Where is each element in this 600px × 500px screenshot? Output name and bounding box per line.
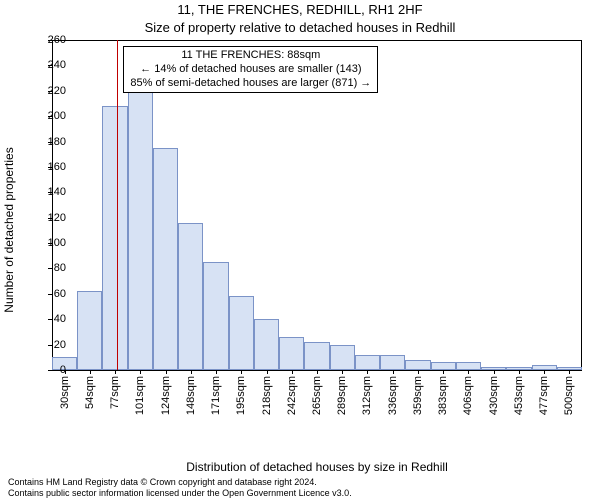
x-tick [443,370,444,374]
x-tick-label: 195sqm [235,376,247,426]
x-tick [494,370,495,374]
top-spine [52,40,582,41]
histogram-bar [304,342,329,370]
x-tick [317,370,318,374]
y-tick-label: 140 [34,186,66,198]
annotation-line1: 11 THE FRENCHES: 88sqm [130,49,371,63]
x-tick [418,370,419,374]
x-tick [519,370,520,374]
y-tick-label: 240 [34,59,66,71]
marker-line [117,40,118,370]
x-tick-label: 477sqm [538,376,550,426]
x-tick-label: 265sqm [311,376,323,426]
y-tick-label: 220 [34,85,66,97]
x-tick-label: 289sqm [336,376,348,426]
x-tick-label: 383sqm [437,376,449,426]
x-tick-label: 406sqm [462,376,474,426]
y-tick-label: 160 [34,161,66,173]
y-tick-label: 100 [34,237,66,249]
page-title: 11, THE FRENCHES, REDHILL, RH1 2HF [0,2,600,17]
y-tick-label: 120 [34,212,66,224]
y-tick-label: 60 [34,288,66,300]
x-tick [292,370,293,374]
histogram-bar [279,337,304,370]
histogram-bar [128,91,153,370]
histogram-bar [405,360,430,370]
right-spine [581,40,582,370]
histogram-bar [330,345,355,370]
x-tick-label: 218sqm [261,376,273,426]
x-tick [393,370,394,374]
y-tick-label: 20 [34,339,66,351]
x-tick [90,370,91,374]
chart-root: 11, THE FRENCHES, REDHILL, RH1 2HF Size … [0,0,600,500]
histogram-bar [77,291,102,370]
x-axis-label: Distribution of detached houses by size … [52,460,582,474]
histogram-bar [380,355,405,370]
y-tick-label: 260 [34,34,66,46]
histogram-bar [178,223,203,370]
page-subtitle: Size of property relative to detached ho… [0,20,600,35]
x-tick [569,370,570,374]
footer-line1: Contains HM Land Registry data © Crown c… [8,477,352,487]
annotation-line3: 85% of semi-detached houses are larger (… [130,77,371,91]
annotation-box: 11 THE FRENCHES: 88sqm← 14% of detached … [123,46,378,93]
x-tick [241,370,242,374]
annotation-line2: ← 14% of detached houses are smaller (14… [130,63,371,77]
x-tick-label: 171sqm [210,376,222,426]
x-tick-label: 148sqm [185,376,197,426]
x-tick-label: 30sqm [59,376,71,426]
histogram-bar [456,362,481,370]
y-tick-label: 180 [34,136,66,148]
x-tick [115,370,116,374]
histogram-bar [254,319,279,370]
histogram-bar [102,106,127,370]
x-tick [267,370,268,374]
x-tick [367,370,368,374]
y-tick-label: 80 [34,262,66,274]
x-tick-label: 124sqm [160,376,172,426]
y-tick-label: 200 [34,110,66,122]
x-tick-label: 453sqm [513,376,525,426]
histogram-bar [153,148,178,370]
y-tick-label: 40 [34,313,66,325]
histogram-bar [203,262,228,370]
plot-area: 30sqm54sqm77sqm101sqm124sqm148sqm171sqm1… [52,40,582,420]
y-tick-label: 0 [34,364,66,376]
x-tick-label: 336sqm [387,376,399,426]
x-tick [140,370,141,374]
x-tick [166,370,167,374]
histogram-bar [355,355,380,370]
x-tick-label: 242sqm [286,376,298,426]
y-axis-label: Number of detached properties [2,40,20,420]
histogram-bar [229,296,254,370]
x-tick-label: 77sqm [109,376,121,426]
x-tick [216,370,217,374]
x-tick [468,370,469,374]
histogram-bar [431,362,456,370]
x-tick [544,370,545,374]
footer-line2: Contains public sector information licen… [8,488,352,498]
x-tick-label: 500sqm [563,376,575,426]
x-tick-label: 54sqm [84,376,96,426]
x-tick [342,370,343,374]
x-tick [191,370,192,374]
x-tick-label: 312sqm [361,376,373,426]
footer-attribution: Contains HM Land Registry data © Crown c… [8,477,352,498]
x-tick-label: 430sqm [488,376,500,426]
x-tick-label: 359sqm [412,376,424,426]
x-tick-label: 101sqm [134,376,146,426]
